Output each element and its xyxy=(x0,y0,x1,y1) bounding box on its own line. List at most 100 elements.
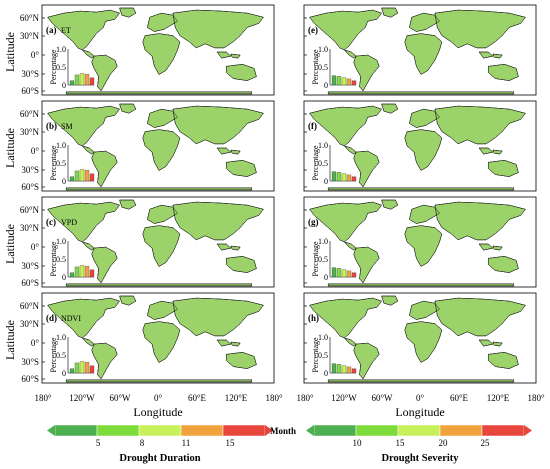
y-axis-title: Latitude xyxy=(3,224,17,264)
inset-bar xyxy=(79,265,85,278)
lon-tick: 60°W xyxy=(371,393,393,403)
inset-bar xyxy=(331,171,337,182)
inset-bar xyxy=(84,266,90,278)
inset-tick: 0.5 xyxy=(318,159,328,168)
inset-bar xyxy=(336,364,342,374)
inset-tick: 1.0 xyxy=(318,141,328,150)
colorbar-tick: 11 xyxy=(182,438,191,448)
lon-tick: 180° xyxy=(34,393,52,403)
inset-y-label: Percentage xyxy=(311,337,320,373)
lon-tick: 120°W xyxy=(69,393,95,403)
inset-bar xyxy=(89,269,95,278)
severity-colorbar: 10 15 20 25 Drought Severity xyxy=(306,424,532,464)
lon-tick: 120°E xyxy=(225,393,248,403)
colorbar-title: Drought Duration xyxy=(119,453,200,464)
inset-tick: 0 xyxy=(62,369,66,378)
lon-tick: 180° xyxy=(265,393,283,403)
colorbar-title: Drought Severity xyxy=(381,453,459,464)
inset-bar xyxy=(79,169,85,182)
x-axis-title: Longitude xyxy=(133,405,182,419)
inset-tick: 0.5 xyxy=(56,351,66,360)
panel-variable: NDVI xyxy=(61,314,81,323)
inset-bar xyxy=(346,174,352,182)
colorbar-low-arrow xyxy=(47,425,55,436)
lat-tick: 60°S xyxy=(21,374,39,384)
map-panel: 60°N 30°N 0° 30°S 60°S (b) SM Percentage 0 0.5 1.0 xyxy=(20,100,275,192)
inset-bar xyxy=(351,80,357,86)
inset-y-label: Percentage xyxy=(311,49,320,85)
lat-tick: 30°N xyxy=(20,31,40,41)
panel-variable: SM xyxy=(61,122,73,131)
inset-y-label: Percentage xyxy=(49,145,58,181)
panel-letter: (g) xyxy=(308,217,319,227)
colorbar-tick: 15 xyxy=(226,438,236,448)
map-panel: 60°N 30°N 0° 30°S 60°S (a) ET Percentage 0 0.5 1.0 xyxy=(20,4,275,96)
inset-y-label: Percentage xyxy=(311,241,320,277)
inset-bar xyxy=(346,270,352,278)
inset-tick: 1.0 xyxy=(318,45,328,54)
map-panel: 60°N 30°N 0° 30°S 60°S (d) NDVI Percentage 0 0.5 1… xyxy=(20,292,275,384)
lon-tick: 120°W xyxy=(331,393,357,403)
inset-y-label: Percentage xyxy=(311,145,320,181)
panel-letter: (e) xyxy=(308,25,318,35)
y-axis-title: Latitude xyxy=(3,32,17,72)
inset-bar xyxy=(69,176,75,182)
map-panel: (e) Percentage 0 0.5 1.0 xyxy=(303,4,537,96)
inset-bar xyxy=(336,172,342,182)
lat-tick: 0° xyxy=(31,242,40,252)
panel-letter: (h) xyxy=(308,313,319,323)
inset-tick: 0 xyxy=(62,273,66,282)
colorbar-high-arrow xyxy=(265,425,273,436)
colorbar-swatch xyxy=(439,424,483,437)
inset-bar xyxy=(69,272,75,278)
inset-y-label: Percentage xyxy=(49,337,58,373)
inset-tick: 1.0 xyxy=(318,333,328,342)
lon-tick: 180° xyxy=(527,393,545,403)
lat-tick: 60°N xyxy=(20,13,40,23)
inset-tick: 0.5 xyxy=(56,159,66,168)
inset-bar xyxy=(89,173,95,182)
colorbar-swatch xyxy=(138,424,182,437)
panel-letter: (b) xyxy=(46,121,57,131)
inset-y-label: Percentage xyxy=(49,241,58,277)
lat-tick: 60°S xyxy=(21,182,39,192)
lat-tick: 30°N xyxy=(20,223,40,233)
inset-bar xyxy=(69,368,75,374)
inset-bar xyxy=(336,76,342,86)
inset-bar xyxy=(69,80,75,86)
inset-tick: 1.0 xyxy=(56,141,66,150)
inset-bar xyxy=(346,366,352,374)
colorbar-swatch xyxy=(355,424,399,437)
inset-bar xyxy=(74,266,80,278)
inset-bar xyxy=(89,77,95,86)
lat-tick: 30°S xyxy=(21,69,39,79)
inset-tick: 1.0 xyxy=(56,45,66,54)
inset-bar xyxy=(341,269,347,278)
inset-tick: 0.5 xyxy=(318,351,328,360)
inset-tick: 0.5 xyxy=(318,63,328,72)
x-axis-title: Longitude xyxy=(395,405,444,419)
inset-bar xyxy=(351,176,357,182)
inset-bar xyxy=(79,73,85,86)
lat-tick: 30°N xyxy=(20,319,40,329)
lat-tick: 30°S xyxy=(21,357,39,367)
inset-bar xyxy=(331,267,337,278)
inset-bar xyxy=(84,170,90,182)
inset-bar xyxy=(84,74,90,86)
inset-bar xyxy=(341,173,347,182)
lon-tick: 180° xyxy=(296,393,314,403)
colorbar-low-arrow xyxy=(306,425,314,436)
colorbar-swatch xyxy=(397,424,441,437)
lon-ticks-left: 180° 120°W 60°W 0° 60°E 120°E 180° xyxy=(34,393,283,403)
inset-bar xyxy=(341,77,347,86)
inset-bar xyxy=(331,75,337,86)
inset-tick: 0 xyxy=(324,369,328,378)
inset-bar xyxy=(74,170,80,182)
panel-variable: ET xyxy=(61,26,71,35)
inset-bar xyxy=(351,272,357,278)
inset-tick: 0 xyxy=(62,81,66,90)
inset-bar xyxy=(346,78,352,86)
inset-bar xyxy=(331,363,337,374)
lat-tick: 0° xyxy=(31,146,40,156)
inset-tick: 0.5 xyxy=(318,255,328,264)
